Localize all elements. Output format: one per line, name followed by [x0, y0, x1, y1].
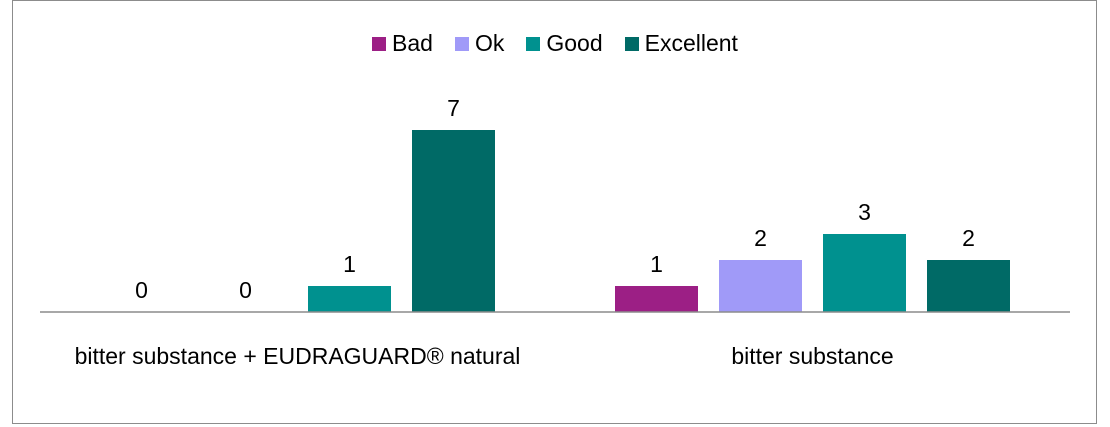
data-label: 2: [754, 225, 767, 251]
data-label: 1: [343, 251, 356, 277]
legend-swatch: [372, 36, 387, 51]
legend-label: Good: [546, 30, 603, 56]
bar: [823, 234, 906, 312]
data-label: 2: [962, 225, 975, 251]
legend-swatch: [454, 36, 469, 51]
data-label: 7: [447, 95, 460, 121]
bar: [412, 130, 495, 312]
legend-label: Ok: [474, 30, 505, 56]
data-label: 3: [858, 199, 871, 225]
data-label: 1: [650, 251, 663, 277]
chart-frame: [12, 0, 1097, 424]
legend-item: Excellent: [624, 30, 738, 57]
bar: [308, 286, 391, 312]
bar: [927, 260, 1010, 312]
legend-swatch: [526, 36, 541, 51]
legend: Bad Ok Good Excellent: [0, 30, 1110, 57]
legend-item: Good: [526, 30, 603, 57]
legend-swatch: [624, 36, 639, 51]
data-label: 0: [239, 277, 252, 303]
bar: [719, 260, 802, 312]
legend-label: Excellent: [644, 30, 738, 56]
x-tick-label: bitter substance: [731, 343, 894, 369]
legend-item: Bad: [372, 30, 433, 57]
legend-item: Ok: [454, 30, 505, 57]
legend-label: Bad: [392, 30, 433, 56]
x-tick-label: bitter substance + EUDRAGUARD® natural: [74, 343, 521, 369]
data-label: 0: [135, 277, 148, 303]
bar: [615, 286, 698, 312]
